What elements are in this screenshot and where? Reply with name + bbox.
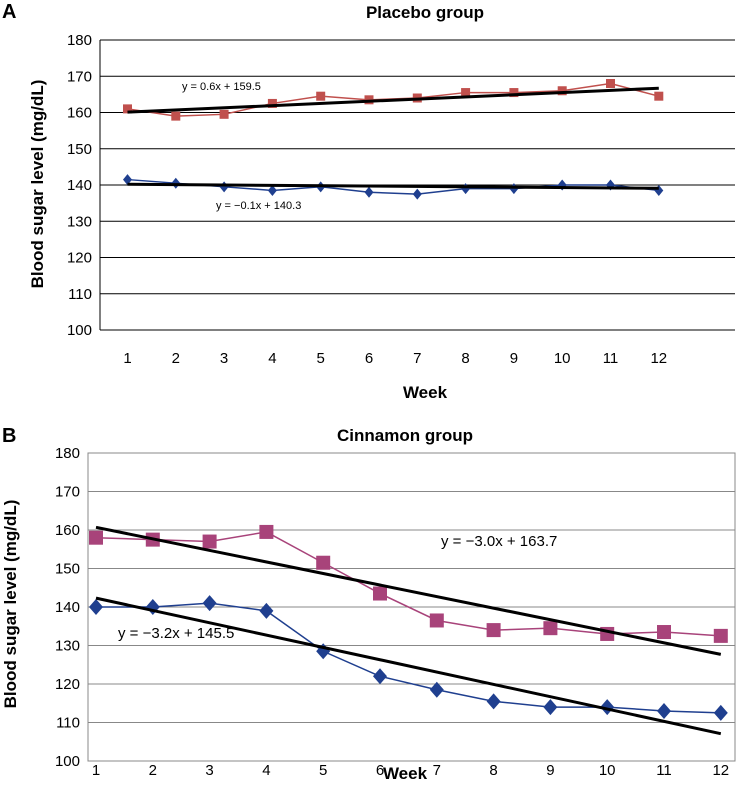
marker-a-upper-week-4	[267, 98, 277, 108]
marker-b-upper-week-9	[543, 621, 558, 636]
marker-b-upper-week-4	[259, 524, 274, 539]
marker-b-lower-week-8	[486, 693, 501, 710]
marker-b-upper-week-3	[202, 534, 217, 549]
marker-b-lower-week-4	[259, 602, 274, 619]
panel-label-a: A	[2, 1, 16, 23]
y-axis-title-b: Blood sugar level (mg/dL)	[1, 500, 20, 709]
marker-b-upper-week-6	[373, 586, 387, 601]
marker-b-upper-week-7	[429, 613, 444, 628]
y-tick-a-160: 160	[67, 105, 92, 122]
y-tick-b-140: 140	[55, 599, 80, 616]
x-tick-b-1: 1	[92, 762, 100, 779]
marker-a-lower-week-7	[412, 188, 422, 200]
x-tick-a-3: 3	[220, 350, 228, 367]
x-tick-a-10: 10	[554, 350, 571, 367]
marker-a-lower-week-12	[654, 184, 664, 196]
chart-title-a: Placebo group	[366, 3, 484, 22]
x-tick-a-4: 4	[268, 350, 276, 367]
trendline-equation-a-upper: y = 0.6x + 159.5	[182, 81, 261, 93]
x-tick-b-10: 10	[599, 762, 616, 779]
marker-b-lower-week-9	[543, 699, 558, 716]
marker-b-upper-week-5	[316, 555, 331, 570]
x-tick-b-9: 9	[546, 762, 554, 779]
x-tick-b-12: 12	[712, 762, 729, 779]
x-tick-a-9: 9	[510, 350, 518, 367]
x-tick-a-6: 6	[365, 350, 373, 367]
marker-a-lower-week-6	[364, 186, 374, 198]
marker-b-lower-week-11	[657, 702, 671, 719]
trendline-a-lower	[127, 182, 659, 190]
y-tick-a-130: 130	[67, 213, 92, 230]
marker-a-lower-week-4	[267, 184, 277, 196]
y-tick-a-100: 100	[67, 322, 92, 339]
y-tick-b-150: 150	[55, 561, 80, 578]
y-axis-title-a: Blood sugar level (mg/dL)	[28, 80, 47, 289]
marker-a-upper-week-9	[509, 88, 519, 98]
x-tick-b-6: 6	[376, 762, 384, 779]
x-tick-b-8: 8	[489, 762, 497, 779]
x-tick-a-7: 7	[413, 350, 421, 367]
y-tick-a-120: 120	[67, 250, 92, 267]
x-tick-a-12: 12	[650, 350, 667, 367]
x-axis-title-a: Week	[403, 383, 448, 402]
chart-cinnamon-group: B Cinnamon group Blood sugar level (mg/d…	[1, 425, 736, 783]
marker-a-upper-week-10	[557, 86, 567, 96]
y-tick-a-170: 170	[67, 68, 92, 85]
chart-placebo-group: A Placebo group Blood sugar level (mg/dL…	[2, 1, 735, 402]
marker-a-upper-week-2	[171, 111, 181, 121]
x-tick-a-5: 5	[317, 350, 325, 367]
x-tick-a-8: 8	[461, 350, 469, 367]
marker-b-upper-week-12	[713, 628, 728, 643]
x-tick-a-1: 1	[123, 350, 131, 367]
marker-a-upper-week-12	[654, 91, 664, 101]
marker-a-lower-week-3	[219, 181, 229, 193]
marker-b-upper-week-11	[657, 625, 671, 640]
marker-b-lower-week-12	[713, 704, 728, 721]
trendline-b-lower	[95, 596, 722, 736]
marker-b-upper-week-1	[89, 530, 103, 545]
y-tick-a-110: 110	[68, 286, 92, 303]
y-tick-b-100: 100	[55, 753, 80, 770]
y-tick-a-180: 180	[67, 32, 92, 49]
plot-border-b	[87, 452, 736, 762]
x-tick-b-11: 11	[656, 762, 672, 779]
marker-b-upper-week-8	[486, 623, 501, 638]
marker-a-upper-week-11	[606, 79, 615, 88]
y-tick-b-120: 120	[55, 676, 80, 693]
y-tick-b-110: 110	[56, 715, 80, 732]
x-tick-b-4: 4	[262, 762, 270, 779]
y-tick-b-180: 180	[55, 445, 80, 462]
trendline-equation-a-lower: y = −0.1x + 140.3	[216, 200, 301, 212]
x-tick-a-11: 11	[603, 350, 619, 367]
panel-label-b: B	[2, 425, 16, 447]
x-tick-b-2: 2	[149, 762, 157, 779]
trendline-equation-b-lower: y = −3.2x + 145.5	[118, 625, 234, 642]
marker-b-lower-week-6	[373, 668, 387, 685]
marker-a-upper-week-5	[316, 91, 326, 101]
trendline-a-upper	[127, 86, 659, 114]
chart-title-b: Cinnamon group	[337, 426, 473, 445]
trendline-b-upper	[95, 525, 722, 656]
x-tick-b-3: 3	[205, 762, 213, 779]
x-tick-b-7: 7	[433, 762, 441, 779]
y-tick-b-170: 170	[55, 484, 80, 501]
y-tick-a-150: 150	[67, 141, 92, 158]
x-axis-title-b: Week	[383, 764, 428, 783]
y-tick-b-130: 130	[55, 638, 80, 655]
marker-b-lower-week-1	[89, 599, 103, 615]
marker-b-lower-week-7	[429, 681, 444, 698]
x-tick-b-5: 5	[319, 762, 327, 779]
x-tick-a-2: 2	[172, 350, 180, 367]
marker-a-upper-week-3	[219, 109, 229, 119]
series-line-b-lower	[96, 602, 721, 714]
marker-a-upper-week-1	[123, 104, 132, 114]
y-tick-b-160: 160	[55, 522, 80, 539]
marker-a-lower-week-1	[123, 174, 132, 186]
y-tick-a-140: 140	[67, 177, 92, 194]
marker-b-lower-week-3	[202, 595, 217, 612]
marker-a-upper-week-8	[461, 88, 471, 98]
trendline-equation-b-upper: y = −3.0x + 163.7	[441, 533, 557, 550]
